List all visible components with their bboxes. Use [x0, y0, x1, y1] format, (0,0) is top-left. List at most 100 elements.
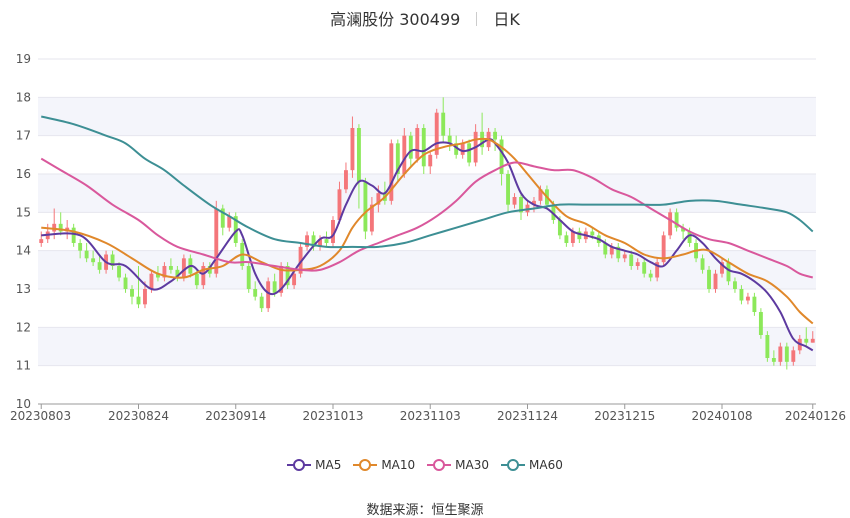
- candle: [78, 239, 83, 259]
- candle: [233, 212, 238, 247]
- legend-item-ma60[interactable]: MA60: [501, 458, 563, 472]
- candle: [402, 128, 407, 178]
- stock-name: 高澜股份 300499: [330, 10, 461, 29]
- legend-label: MA30: [455, 458, 490, 472]
- candle: [441, 97, 446, 144]
- legend-item-ma5[interactable]: MA5: [287, 458, 341, 472]
- series-line-ma5: [41, 138, 814, 352]
- candle-body: [467, 143, 472, 163]
- candle: [739, 285, 744, 305]
- candle: [408, 131, 413, 167]
- candle-body: [272, 281, 277, 293]
- ma-lines: [40, 115, 814, 352]
- candle: [609, 243, 614, 259]
- candle-body: [720, 262, 724, 274]
- background-bands: [38, 97, 816, 366]
- candle-body: [292, 273, 297, 286]
- candle: [136, 266, 141, 309]
- band: [38, 250, 816, 289]
- candle-body: [713, 273, 718, 289]
- candle-body: [661, 235, 666, 263]
- candle-body: [220, 208, 225, 228]
- candle-body: [78, 243, 83, 251]
- candle-body: [402, 135, 407, 174]
- candle-body: [162, 266, 167, 278]
- candle-body: [460, 143, 465, 155]
- x-tick-label: 20231103: [400, 409, 461, 423]
- candle: [577, 227, 582, 243]
- candle-body: [804, 338, 809, 343]
- candle: [214, 200, 219, 278]
- candle: [71, 223, 76, 247]
- legend-item-ma10[interactable]: MA10: [353, 458, 415, 472]
- candle: [499, 135, 504, 186]
- candle-body: [745, 296, 750, 301]
- candle-body: [538, 189, 543, 201]
- candle-body: [557, 220, 562, 236]
- candle: [175, 266, 180, 282]
- x-tick-label: 20230803: [10, 409, 71, 423]
- candle-body: [259, 296, 264, 309]
- x-tick-label: 20231215: [594, 409, 655, 423]
- band: [38, 174, 816, 213]
- candle-body: [363, 181, 368, 232]
- candle-body: [616, 246, 621, 259]
- candle: [123, 273, 128, 293]
- candle-body: [227, 216, 232, 228]
- candle-body: [577, 231, 582, 240]
- candle: [350, 116, 355, 178]
- legend-label: MA5: [315, 458, 342, 472]
- data-source: 数据来源：恒生聚源: [0, 499, 850, 518]
- candle-body: [97, 262, 102, 270]
- period-label[interactable]: 日K: [493, 10, 520, 29]
- candle-body: [331, 220, 335, 243]
- candle-body: [493, 131, 498, 140]
- candle-body: [778, 346, 783, 362]
- candle: [428, 151, 433, 174]
- candle-body: [350, 128, 355, 171]
- candle: [771, 350, 776, 366]
- candle-body: [642, 262, 647, 274]
- candle: [246, 262, 251, 293]
- candle: [259, 292, 264, 312]
- candle-body: [285, 266, 290, 286]
- candle: [804, 327, 809, 347]
- candle-body: [635, 262, 640, 266]
- candle-body: [369, 204, 374, 232]
- candle-body: [71, 227, 76, 243]
- candle-body: [58, 223, 63, 232]
- candle: [344, 162, 348, 194]
- candle: [778, 342, 783, 366]
- candle: [389, 139, 394, 205]
- candle: [415, 124, 420, 163]
- y-tick-label: 16: [16, 167, 31, 181]
- candle-body: [253, 289, 258, 297]
- candle-body: [668, 212, 673, 236]
- candle-body: [512, 197, 517, 205]
- candle-body: [181, 258, 186, 278]
- candle: [298, 243, 303, 278]
- legend-item-ma30[interactable]: MA30: [427, 458, 489, 472]
- legend-marker-icon: [427, 459, 452, 471]
- x-tick-label: 20240126: [785, 409, 846, 423]
- candle-body: [324, 239, 329, 243]
- candle-body: [564, 235, 569, 243]
- candle: [616, 243, 621, 263]
- candle-body: [506, 174, 510, 205]
- y-tick-label: 18: [16, 90, 31, 104]
- candle-body: [532, 200, 536, 205]
- candle-body: [603, 243, 608, 255]
- candle: [674, 208, 679, 232]
- candle-body: [454, 143, 459, 155]
- candle-body: [298, 246, 303, 274]
- candle: [784, 342, 789, 370]
- candle-body: [570, 231, 575, 243]
- x-tick-label: 20231013: [302, 409, 363, 423]
- candle-body: [551, 204, 556, 220]
- candle-body: [246, 266, 251, 289]
- candle-body: [434, 112, 439, 155]
- candle-body: [752, 296, 757, 312]
- title-divider: [476, 12, 478, 26]
- candle-body: [655, 262, 660, 278]
